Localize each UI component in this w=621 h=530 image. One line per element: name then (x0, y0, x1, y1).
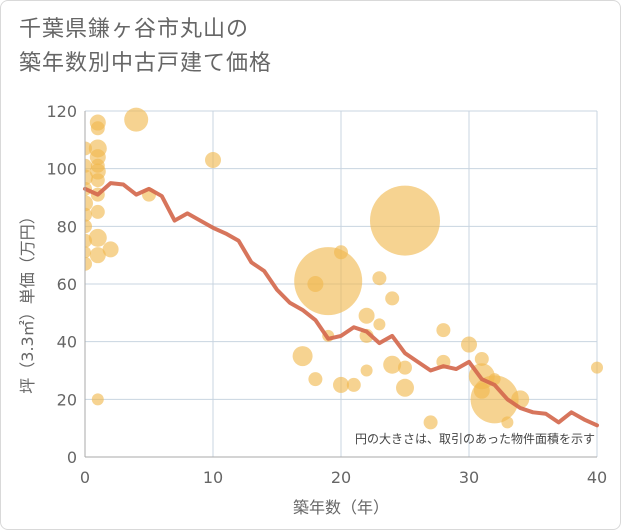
x-tick-label: 10 (203, 468, 223, 487)
x-tick-label: 0 (80, 468, 90, 487)
data-bubble (85, 256, 92, 271)
data-bubble (383, 355, 402, 374)
data-bubble (461, 336, 477, 353)
data-bubble (373, 318, 386, 331)
data-bubble (398, 360, 412, 375)
data-bubble (91, 393, 104, 406)
chart-title: 千葉県鎌ヶ谷市丸山の 築年数別中古戸建て価格 (19, 13, 272, 81)
data-bubble (85, 219, 92, 234)
data-bubble (90, 121, 105, 136)
x-tick-label: 30 (459, 468, 479, 487)
data-bubble (308, 372, 323, 387)
data-bubble (85, 195, 93, 212)
data-bubble (396, 378, 414, 397)
average-price-line (83, 181, 599, 428)
data-bubble (501, 416, 514, 429)
y-axis-title: 坪（3.3㎡）単価（万円） (18, 208, 37, 393)
trend-line-series (83, 181, 599, 428)
data-bubble (85, 246, 91, 259)
data-bubble (292, 346, 313, 367)
y-tick-label: 80 (57, 217, 77, 236)
y-tick-label: 40 (57, 333, 77, 352)
data-bubble (474, 351, 489, 366)
data-bubble (90, 204, 105, 219)
y-tick-label: 0 (67, 448, 77, 467)
data-bubble (85, 141, 92, 156)
data-bubble (294, 247, 363, 316)
data-bubble (334, 245, 348, 260)
x-tick-label: 40 (587, 468, 607, 487)
data-bubble (360, 364, 373, 377)
data-bubble (102, 241, 119, 258)
data-bubble (85, 158, 92, 173)
data-bubble (307, 276, 324, 292)
data-bubble (370, 185, 440, 256)
y-tick-label: 60 (57, 275, 77, 294)
bubble-size-note: 円の大きさは、取引のあった物件面積を示す (355, 431, 595, 446)
y-tick-label: 20 (57, 390, 77, 409)
data-bubble (85, 207, 92, 222)
data-bubble (333, 376, 349, 393)
data-bubble (436, 323, 451, 338)
data-bubble (385, 291, 400, 306)
data-bubble (358, 307, 375, 324)
data-bubble (346, 377, 361, 392)
x-tick-label: 20 (331, 468, 351, 487)
data-bubble (372, 271, 387, 286)
data-bubble (423, 415, 438, 430)
chart-title-line-1: 千葉県鎌ヶ谷市丸山の (19, 17, 250, 42)
data-bubble (90, 173, 105, 188)
axes: 0 20 40 60 80 100 120 0 10 20 30 40 (46, 102, 607, 487)
data-bubble (85, 233, 92, 248)
y-tick-label: 120 (46, 102, 77, 121)
data-bubble (473, 382, 490, 399)
data-bubble (205, 152, 221, 169)
y-tick-label: 100 (46, 160, 77, 179)
chart-title-line-2: 築年数別中古戸建て価格 (19, 51, 273, 76)
x-axis-title: 築年数（年） (293, 498, 389, 517)
data-bubble (124, 107, 149, 132)
bubble-series (85, 107, 603, 430)
data-bubble (89, 247, 106, 264)
data-bubble (90, 158, 105, 173)
data-bubble (88, 228, 107, 247)
data-bubble (591, 361, 603, 374)
